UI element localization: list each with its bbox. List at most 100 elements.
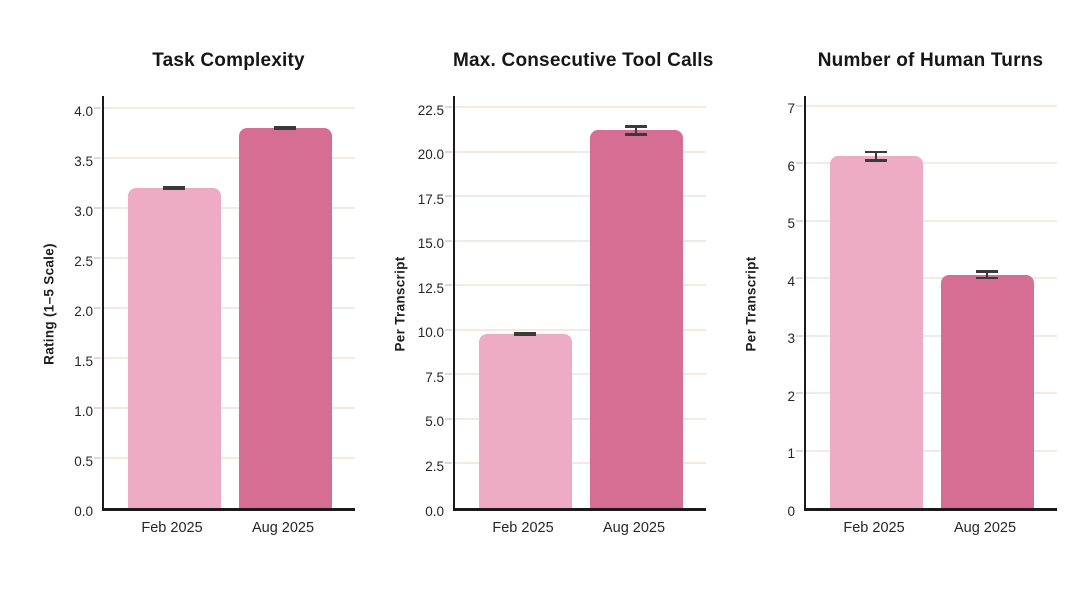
chart-body: Rating (1–5 Scale) 0.0 0.5 1.0 1.5 2.0 2.5 3.0…	[40, 96, 355, 517]
y-tick-label: 1.0	[74, 403, 93, 419]
error-bar	[976, 270, 998, 280]
y-tick-label: 22.5	[417, 102, 444, 118]
error-bar-cap-top	[514, 332, 536, 335]
y-tick-label: 15.0	[417, 236, 444, 252]
chart-title: Number of Human Turns	[817, 50, 1044, 71]
bar-feb-2025	[127, 188, 221, 508]
bar-aug-2025	[238, 128, 332, 508]
y-tick-label: 0.0	[425, 503, 444, 519]
y-axis-tick-mark	[94, 457, 101, 459]
gridline	[104, 457, 355, 459]
y-axis-tick-mark	[445, 417, 452, 420]
y-tick-label: 1	[787, 445, 795, 461]
error-bar-cap-top	[976, 270, 998, 273]
error-bar-cap-bottom	[274, 127, 296, 130]
gridline	[455, 239, 706, 242]
y-tick-label: 0.5	[74, 453, 93, 469]
gridline	[455, 417, 706, 420]
y-axis-tick-mark	[445, 328, 452, 331]
error-bar	[514, 332, 536, 337]
y-axis-tick-mark	[796, 277, 803, 280]
y-tick-label: 12.5	[417, 280, 444, 296]
error-bar-cap-bottom	[514, 333, 536, 337]
x-tick-label: Aug 2025	[602, 520, 666, 536]
error-bar	[274, 126, 296, 130]
plot-area	[445, 96, 706, 511]
chart-task-complexity: Task Complexity Rating (1–5 Scale) 0.0 0.…	[40, 50, 355, 547]
gridline	[806, 104, 1057, 107]
x-axis-row: Feb 2025 Aug 2025	[391, 511, 706, 547]
charts-row: Task Complexity Rating (1–5 Scale) 0.0 0.…	[40, 50, 1057, 547]
x-tick-label: Feb 2025	[141, 520, 203, 536]
y-tick-label: 5.0	[425, 414, 444, 430]
y-axis-tick-mark	[94, 257, 101, 259]
y-axis-label-column: Per Transcript	[391, 96, 409, 511]
y-tick-label: 1.5	[74, 353, 93, 369]
y-axis-tick-mark	[796, 104, 803, 107]
x-tick-label-row: Feb 2025 Aug 2025	[804, 511, 1057, 547]
error-bar-stem	[635, 125, 637, 136]
gridline	[104, 407, 355, 409]
error-bar	[625, 125, 647, 136]
gridline	[806, 392, 1057, 395]
y-axis-label: Per Transcript	[743, 256, 759, 351]
gridline	[104, 157, 355, 159]
y-axis-tick-mark	[94, 207, 101, 209]
error-bar-stem	[875, 150, 877, 162]
chart-body: Per Transcript 0 1 2 3 4 5 6 7	[742, 96, 1057, 517]
y-tick-label: 4.0	[74, 103, 93, 119]
gridline	[806, 219, 1057, 222]
gridline	[455, 195, 706, 198]
gridline	[806, 334, 1057, 337]
y-tick-label: 0	[787, 503, 795, 519]
gridline	[104, 207, 355, 209]
y-tick-label: 3.0	[74, 203, 93, 219]
chart-title: Task Complexity	[152, 50, 305, 71]
y-axis-label-column: Per Transcript	[742, 96, 760, 511]
y-tick-label: 0.0	[74, 503, 93, 519]
chart-max-consecutive-tool-calls: Max. Consecutive Tool Calls Per Transcri…	[391, 50, 714, 547]
y-tick-label: 3	[787, 330, 795, 346]
y-tick-label: 5	[787, 215, 795, 231]
y-tick-label: 2	[787, 388, 795, 404]
y-tick-label: 20.0	[417, 147, 444, 163]
chart-body: Per Transcript 0.0 2.5 5.0 7.5 10.0 12.5 15.0 1…	[391, 96, 706, 517]
y-tick-label: 2.0	[74, 303, 93, 319]
bar-feb-2025	[829, 156, 923, 508]
error-bar-cap-bottom	[163, 187, 185, 190]
error-bar-cap-bottom	[976, 276, 998, 280]
x-tick-label-row: Feb 2025 Aug 2025	[102, 511, 355, 547]
y-axis-tick-mark	[445, 462, 452, 465]
gridline	[455, 284, 706, 287]
y-axis-tick-mark	[796, 219, 803, 222]
gridline	[104, 357, 355, 359]
gridline	[104, 257, 355, 259]
y-axis-tick-mark	[94, 157, 101, 159]
error-bar-cap-top	[274, 126, 296, 129]
y-tick-label: 2.5	[74, 253, 93, 269]
y-axis-tick-mark	[445, 239, 452, 242]
x-tick-label-row: Feb 2025 Aug 2025	[453, 511, 706, 547]
gridline	[455, 462, 706, 465]
y-tick-label: 2.5	[425, 458, 444, 474]
error-bar-cap-bottom	[625, 133, 647, 136]
y-axis-tick-mark	[445, 195, 452, 198]
gridline	[455, 150, 706, 153]
chart-title: Max. Consecutive Tool Calls	[453, 50, 714, 71]
y-axis-tick-mark	[94, 357, 101, 359]
y-tick-label: 6	[787, 158, 795, 174]
x-tick-label: Aug 2025	[953, 520, 1017, 536]
y-tick-label: 17.5	[417, 191, 444, 207]
y-tick-label: 7	[787, 100, 795, 116]
y-axis-tick-mark	[94, 407, 101, 409]
y-axis-label: Rating (1–5 Scale)	[41, 242, 57, 365]
gridline	[455, 373, 706, 376]
y-axis-tick-mark	[445, 106, 452, 109]
gridline	[806, 277, 1057, 280]
bar-aug-2025	[589, 130, 683, 508]
y-axis-tick-mark	[94, 107, 101, 109]
error-bar-cap-bottom	[865, 159, 887, 162]
y-tick-label: 3.5	[74, 153, 93, 169]
y-tick-label-column: 0.0 0.5 1.0 1.5 2.0 2.5 3.0 3.5 4.0	[58, 96, 102, 517]
error-bar	[163, 186, 185, 190]
